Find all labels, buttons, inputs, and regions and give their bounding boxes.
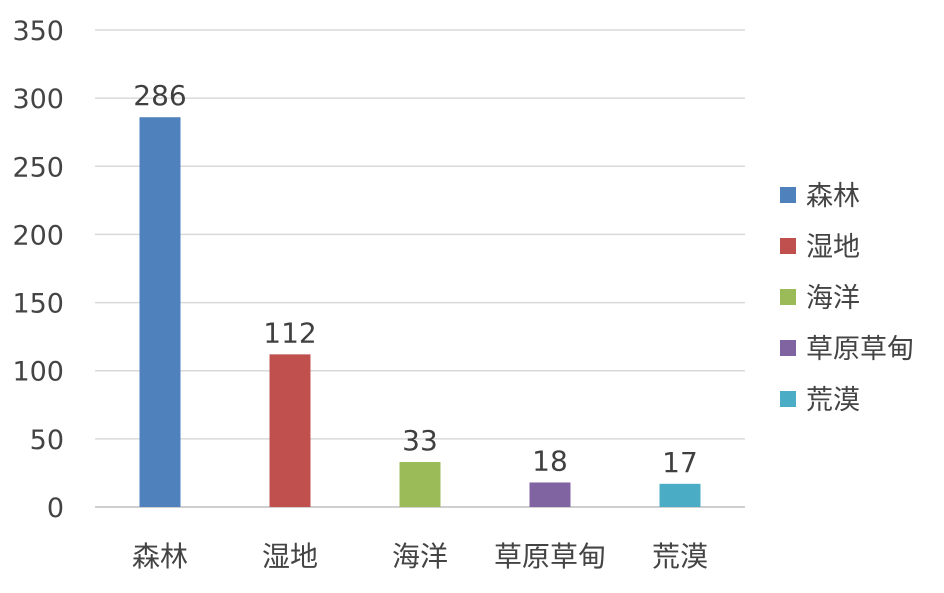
x-axis-category-labels: 森林 湿地 海洋 草原草甸 荒漠 (132, 540, 708, 573)
bar (659, 483, 701, 507)
bar (139, 117, 181, 508)
legend-label: 森林 (806, 181, 860, 212)
data-label: 18 (532, 444, 568, 477)
data-label: 33 (402, 424, 438, 457)
legend-label: 湿地 (806, 232, 860, 263)
category-label: 荒漠 (652, 540, 708, 573)
data-label: 112 (263, 316, 316, 349)
y-tick-label: 50 (30, 425, 64, 456)
category-label: 海洋 (392, 540, 448, 573)
y-tick-label: 150 (12, 289, 64, 320)
legend-label: 海洋 (806, 283, 860, 314)
legend-label: 荒漠 (806, 385, 860, 416)
y-tick-label: 100 (12, 357, 64, 388)
y-tick-label: 0 (47, 493, 64, 524)
y-axis-tick-labels: 0 50 100 150 200 250 300 350 (12, 16, 64, 524)
data-labels: 286 112 33 18 17 (133, 79, 698, 479)
legend-swatch (780, 340, 796, 356)
category-label: 草原草甸 (494, 540, 606, 573)
y-tick-label: 200 (12, 220, 64, 251)
legend-swatch (780, 391, 796, 407)
category-label: 森林 (132, 540, 188, 573)
bars (139, 117, 701, 508)
y-tick-label: 300 (12, 84, 64, 115)
legend-swatch (780, 187, 796, 203)
bar (269, 354, 311, 507)
bar (529, 482, 571, 507)
y-tick-label: 250 (12, 152, 64, 183)
gridlines (95, 29, 745, 508)
legend-swatch (780, 289, 796, 305)
legend-swatch (780, 238, 796, 254)
legend-label: 草原草甸 (806, 334, 914, 365)
bar (399, 462, 441, 507)
y-tick-label: 350 (12, 16, 64, 47)
data-label: 17 (662, 446, 698, 479)
data-label: 286 (133, 79, 186, 112)
category-label: 湿地 (262, 540, 318, 573)
